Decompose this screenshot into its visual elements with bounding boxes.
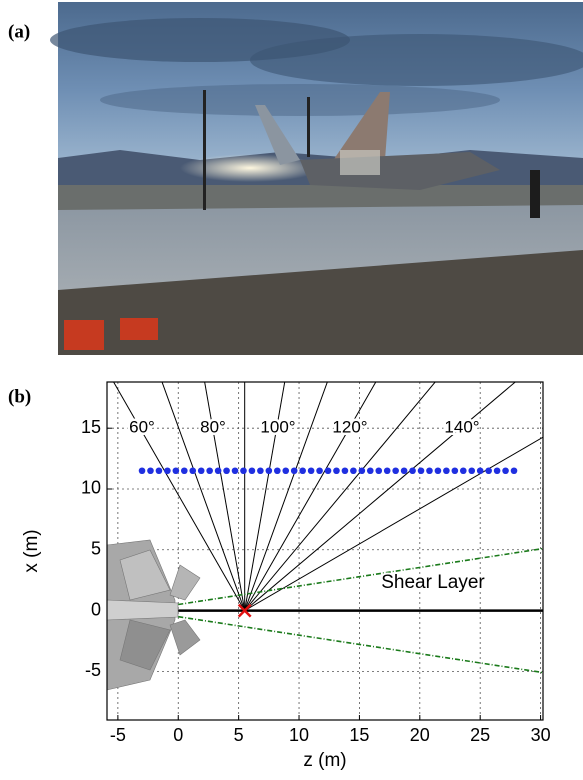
y-tick-label: 5 <box>91 539 101 559</box>
x-axis-label: z (m) <box>303 750 346 771</box>
y-axis-label: x (m) <box>21 529 42 572</box>
microphone-point <box>401 467 408 474</box>
x-tick-label: 0 <box>173 725 183 745</box>
microphone-point <box>485 467 492 474</box>
microphone-point <box>384 467 391 474</box>
microphone-point <box>460 467 467 474</box>
microphone-point <box>189 467 196 474</box>
microphone-point <box>477 467 484 474</box>
microphone-point <box>249 467 256 474</box>
photo <box>50 2 583 355</box>
microphone-point <box>266 467 273 474</box>
microphone-point <box>274 467 281 474</box>
y-tick-label: 10 <box>81 478 101 498</box>
microphone-point <box>299 467 306 474</box>
microphone-point <box>308 467 315 474</box>
x-tick-label: 30 <box>531 725 551 745</box>
x-tick-label: 25 <box>470 725 490 745</box>
angle-label: 100° <box>260 417 295 436</box>
microphone-point <box>409 467 416 474</box>
microphone-point <box>206 467 213 474</box>
microphone-point <box>215 467 222 474</box>
microphone-point <box>468 467 475 474</box>
microphone-point <box>375 467 382 474</box>
microphone-point <box>426 467 433 474</box>
microphone-point <box>452 467 459 474</box>
microphone-point <box>147 467 154 474</box>
y-tick-label: 15 <box>81 417 101 437</box>
panel-label: (b) <box>8 386 31 407</box>
microphone-point <box>181 467 188 474</box>
microphone-point <box>435 467 442 474</box>
x-tick-label: 10 <box>289 725 309 745</box>
x-tick-label: 20 <box>410 725 430 745</box>
microphone-point <box>232 467 239 474</box>
microphone-point <box>257 467 264 474</box>
x-tick-label: -5 <box>110 725 126 745</box>
aircraft <box>107 540 200 690</box>
microphone-point <box>240 467 247 474</box>
microphone-point <box>443 467 450 474</box>
x-tick-label: 5 <box>234 725 244 745</box>
microphone-point <box>325 467 332 474</box>
annotation: Shear Layer <box>381 572 485 593</box>
microphone-point <box>494 467 501 474</box>
microphone-point <box>164 467 171 474</box>
microphone-point <box>198 467 205 474</box>
microphone-point <box>291 467 298 474</box>
shear-layer-line <box>178 617 543 673</box>
x-tick-label: 15 <box>349 725 369 745</box>
angle-label: 80° <box>200 417 226 436</box>
figure: (a) (b) -5051015202530-5051015z (m)x (m)… <box>0 0 583 775</box>
microphone-point <box>333 467 340 474</box>
aircraft-part <box>170 565 200 600</box>
microphone-point <box>511 467 518 474</box>
aircraft-part <box>170 620 200 655</box>
y-tick-label: -5 <box>85 660 101 680</box>
shear-layer-line <box>178 549 543 605</box>
microphone-point <box>418 467 425 474</box>
microphone-point <box>316 467 323 474</box>
microphone-point <box>282 467 289 474</box>
microphone-point <box>223 467 230 474</box>
angle-label: 120° <box>332 417 367 436</box>
microphone-point <box>139 467 146 474</box>
y-tick-label: 0 <box>91 599 101 619</box>
microphone-point <box>156 467 163 474</box>
microphone-point <box>342 467 349 474</box>
panel-label: (a) <box>8 21 30 42</box>
microphone-point <box>502 467 509 474</box>
angle-label: 60° <box>129 417 155 436</box>
microphone-point <box>350 467 357 474</box>
angle-label: 140° <box>444 417 479 436</box>
microphone-point <box>367 467 374 474</box>
microphone-point <box>173 467 180 474</box>
aircraft-part <box>107 600 178 620</box>
microphone-point <box>392 467 399 474</box>
microphone-point <box>359 467 366 474</box>
